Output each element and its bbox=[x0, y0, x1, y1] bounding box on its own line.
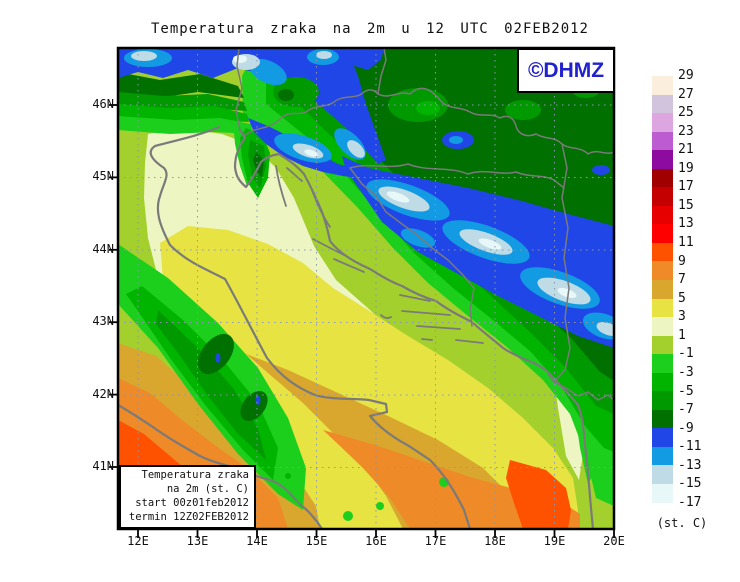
legend-color-block bbox=[652, 261, 673, 281]
island-outlines bbox=[275, 165, 484, 344]
run-info-line: Temperatura zraka bbox=[141, 469, 249, 481]
legend-color-block bbox=[652, 187, 673, 206]
run-info-line: start 00z01feb2012 bbox=[135, 497, 249, 509]
lat-label-42N: 42N bbox=[92, 386, 114, 401]
dhmz-watermark-box: ©DHMZ bbox=[517, 48, 615, 93]
lat-label-46N: 46N bbox=[92, 97, 114, 111]
lat-label-41N: 41N bbox=[92, 459, 114, 473]
legend-tick-25: 25 bbox=[678, 105, 694, 121]
lon-label-14E: 14E bbox=[246, 534, 268, 548]
legend-tick-19: 19 bbox=[678, 160, 694, 176]
lat-label-45N: 45N bbox=[92, 169, 114, 184]
lon-label-13E: 13E bbox=[186, 534, 209, 548]
legend-color-block bbox=[652, 131, 673, 151]
legend-tick-11: 11 bbox=[678, 235, 694, 251]
legend-tick-17: 17 bbox=[678, 179, 694, 195]
legend-color-block bbox=[652, 76, 673, 95]
lon-label-17E: 17E bbox=[424, 534, 447, 548]
legend-tick-7: 7 bbox=[678, 272, 686, 288]
legend-tick--9: -9 bbox=[678, 420, 694, 436]
legend-color-block bbox=[652, 224, 673, 243]
axis-ticks bbox=[109, 104, 615, 538]
legend-color-block bbox=[652, 484, 673, 503]
legend-color-block bbox=[652, 391, 673, 410]
legend-tick-3: 3 bbox=[678, 309, 686, 325]
legend-tick--7: -7 bbox=[678, 402, 694, 418]
lon-label-18E: 18E bbox=[484, 534, 506, 548]
legend-color-block bbox=[652, 372, 673, 392]
legend-tick-27: 27 bbox=[678, 86, 694, 102]
legend-color-block bbox=[652, 317, 673, 336]
legend-tick-15: 15 bbox=[678, 197, 694, 213]
legend-color-block bbox=[652, 335, 673, 355]
legend-color-block bbox=[652, 280, 673, 299]
legend-tick--3: -3 bbox=[678, 364, 694, 380]
legend-color-block bbox=[652, 113, 673, 132]
legend-tick-29: 29 bbox=[678, 68, 694, 83]
legend-tick--13: -13 bbox=[678, 457, 702, 473]
legend-color-block bbox=[652, 242, 673, 262]
graticule bbox=[118, 48, 614, 529]
legend-tick-1: 1 bbox=[678, 327, 686, 343]
legend-colorbar bbox=[652, 76, 673, 503]
legend-tick--11: -11 bbox=[678, 439, 702, 455]
run-info-box: Temperatura zraka na 2m (st. C) start 00z0… bbox=[119, 465, 256, 529]
legend-color-block bbox=[652, 409, 673, 429]
legend-color-block bbox=[652, 354, 673, 373]
legend-color-block bbox=[652, 298, 673, 318]
legend-color-block bbox=[652, 465, 673, 485]
country-borders bbox=[235, 48, 614, 401]
run-info-line: na 2m (st. C) bbox=[166, 483, 249, 495]
legend-unit-label: (st. C) bbox=[656, 516, 708, 530]
map-frame bbox=[116, 46, 616, 531]
legend-color-block bbox=[652, 150, 673, 169]
lat-label-43N: 43N bbox=[92, 314, 114, 329]
lon-label-12E: 12E bbox=[127, 534, 149, 548]
legend-tick--1: -1 bbox=[678, 346, 694, 362]
lat-label-44N: 44N bbox=[92, 241, 114, 256]
temperature-field bbox=[118, 48, 614, 529]
lon-label-16E: 16E bbox=[365, 534, 387, 548]
legend-tick--5: -5 bbox=[678, 383, 694, 399]
legend-color-block bbox=[652, 94, 673, 114]
dhmz-logo-text: ©DHMZ bbox=[527, 58, 605, 82]
legend-tick-9: 9 bbox=[678, 253, 686, 269]
lon-label-19E: 19E bbox=[543, 534, 566, 548]
legend-tick-21: 21 bbox=[678, 142, 694, 158]
legend-color-block bbox=[652, 205, 673, 225]
legend-tick--15: -15 bbox=[678, 476, 702, 492]
legend-tick-5: 5 bbox=[678, 290, 686, 306]
lon-label-15E: 15E bbox=[305, 534, 328, 548]
lon-label-20E: 20E bbox=[603, 534, 625, 548]
page-title: Temperatura zraka na 2m u 12 UTC 02FEB20… bbox=[150, 21, 589, 37]
legend-tick-23: 23 bbox=[678, 123, 694, 139]
legend-tick--17: -17 bbox=[678, 494, 702, 510]
legend-tick-13: 13 bbox=[678, 216, 694, 232]
legend-color-block bbox=[652, 428, 673, 447]
legend-color-block bbox=[652, 168, 673, 188]
run-info-line: termin 12Z02FEB2012 bbox=[128, 511, 249, 523]
legend-color-block bbox=[652, 446, 673, 466]
